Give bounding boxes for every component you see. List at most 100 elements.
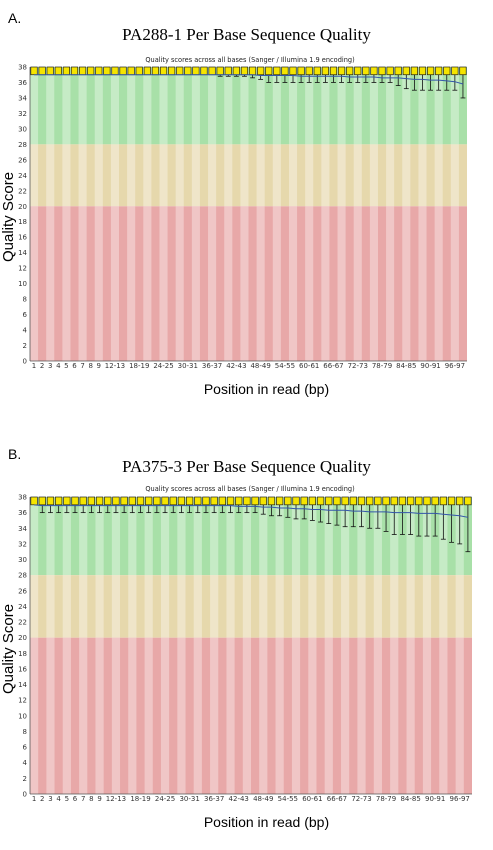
- zone-stripe: [390, 637, 399, 794]
- zone-stripe: [30, 497, 39, 576]
- zone-stripe: [78, 144, 87, 207]
- quality-box: [70, 66, 79, 76]
- y-tick-label: 38: [18, 494, 27, 502]
- zone-stripe: [305, 144, 314, 207]
- quality-box: [415, 496, 423, 506]
- quality-box: [370, 66, 378, 76]
- x-tick-label: 96-97: [450, 795, 470, 803]
- quality-box: [161, 496, 169, 506]
- quality-box: [337, 66, 346, 76]
- quality-box: [251, 496, 259, 506]
- zone-stripe: [128, 637, 137, 794]
- x-tick-label: 36-37: [202, 362, 222, 370]
- quality-box: [248, 66, 257, 76]
- zone-good: [30, 67, 467, 145]
- quality-box: [325, 496, 333, 506]
- chart-subtitle: Quality scores across all bases (Sanger …: [145, 56, 355, 64]
- zone-stripe: [242, 497, 251, 576]
- zone-stripe: [175, 206, 184, 361]
- zone-stripe: [210, 637, 219, 794]
- zone-stripe: [46, 575, 55, 638]
- zone-stripe: [144, 575, 153, 638]
- y-tick-label: 28: [18, 572, 27, 580]
- quality-box: [127, 66, 135, 76]
- y-tick-label: 8: [23, 728, 27, 736]
- zone-stripe: [127, 144, 136, 207]
- y-tick-label: 20: [18, 634, 27, 642]
- y-tick-label: 26: [18, 156, 27, 164]
- quality-box: [235, 496, 243, 506]
- zone-stripe: [224, 67, 233, 145]
- y-tick-label: 6: [23, 744, 28, 752]
- quality-box: [398, 496, 407, 506]
- x-tick-label: 9: [97, 362, 101, 370]
- zone-stripe: [390, 497, 399, 576]
- quality-box: [443, 66, 451, 76]
- zone-stripe: [256, 206, 265, 361]
- quality-box: [185, 496, 194, 506]
- zone-stripe: [455, 637, 464, 794]
- zone-stripe: [177, 575, 186, 638]
- x-tick-label: 3: [48, 362, 52, 370]
- zone-stripe: [275, 575, 284, 638]
- quality-box: [451, 66, 459, 76]
- zone-stripe: [62, 575, 71, 638]
- quality-box: [346, 66, 354, 76]
- zone-stripe: [127, 206, 136, 361]
- y-tick-label: 26: [18, 587, 27, 595]
- quality-box: [145, 496, 153, 506]
- quality-box: [232, 66, 240, 76]
- quality-box: [192, 66, 200, 76]
- zone-stripe: [46, 67, 55, 145]
- quality-box: [289, 66, 297, 76]
- zone-stripe: [291, 497, 301, 576]
- zone-stripe: [402, 67, 411, 145]
- zone-stripe: [305, 206, 314, 361]
- quality-box: [112, 496, 120, 506]
- x-tick-label: 90-91: [425, 795, 445, 803]
- zone-stripe: [224, 206, 233, 361]
- zone-stripe: [30, 206, 39, 361]
- zone-stripe: [208, 144, 217, 207]
- quality-box: [435, 66, 443, 76]
- quality-box: [54, 66, 62, 76]
- y-tick-label: 38: [18, 64, 27, 72]
- y-tick-label: 18: [18, 650, 27, 658]
- x-axis-label: Position in read (bp): [203, 814, 330, 830]
- zone-stripe: [240, 67, 249, 145]
- zone-stripe: [406, 575, 415, 638]
- x-tick-label: 12-13: [106, 795, 126, 803]
- quality-box: [259, 496, 267, 506]
- y-tick-label: 14: [18, 681, 27, 689]
- zone-stripe: [386, 206, 395, 361]
- panel-letter: B.: [8, 446, 22, 462]
- mean-line: [34, 504, 469, 518]
- zone-stripe: [450, 144, 459, 207]
- quality-box: [120, 496, 128, 506]
- zone-stripe: [46, 206, 55, 361]
- zone-stripe: [240, 144, 249, 207]
- quality-box: [394, 66, 402, 76]
- chart-title: PA288-1 Per Base Sequence Quality: [122, 25, 371, 44]
- y-axis-label: Quality Score: [0, 603, 17, 694]
- quality-box: [316, 496, 325, 506]
- zone-stripe: [143, 67, 152, 145]
- zone-stripe: [110, 144, 120, 207]
- quality-box: [447, 496, 456, 506]
- zone-stripe: [288, 144, 298, 207]
- zone-stripe: [177, 637, 186, 794]
- x-tick-label: 2: [40, 362, 44, 370]
- quality-box: [202, 496, 210, 506]
- zone-stripe: [259, 575, 268, 638]
- quality-box: [410, 66, 418, 76]
- y-tick-label: 22: [18, 187, 27, 195]
- y-tick-label: 34: [18, 525, 27, 533]
- quality-box: [71, 496, 79, 506]
- x-tick-label: 24-25: [153, 362, 173, 370]
- x-tick-label: 42-43: [229, 795, 249, 803]
- zone-stripe: [110, 67, 120, 145]
- quality-box: [55, 496, 63, 506]
- zone-stripe: [341, 575, 350, 638]
